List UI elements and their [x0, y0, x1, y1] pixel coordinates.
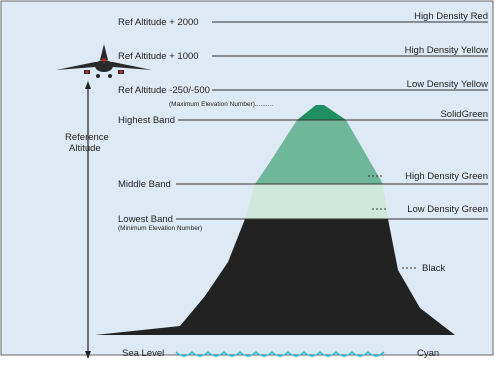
terrain-low-density-green-region	[245, 184, 388, 219]
legend-high-density-yellow: High Density Yellow	[405, 45, 489, 56]
label-ref-minus-250-500: Ref Altitude -250/-500	[118, 85, 210, 96]
terrain-solid-green-peak	[297, 105, 346, 120]
label-sea-level: Sea Level	[122, 348, 164, 359]
label-reference: Reference	[65, 132, 109, 143]
legend-solid-green: SolidGreen	[440, 109, 488, 120]
label-ref-plus-2000: Ref Altitude + 2000	[118, 17, 199, 28]
airplane-icon	[56, 44, 152, 78]
legend-low-density-green: Low Density Green	[407, 204, 488, 215]
label-lowest-band: Lowest Band	[118, 214, 173, 225]
arrow-head-up	[85, 81, 91, 89]
label-min-elevation: (Minimum Elevation Number)	[118, 225, 202, 232]
label-ref-plus-1000: Ref Altitude + 1000	[118, 51, 199, 62]
legend-cyan: Cyan	[417, 348, 439, 359]
terrain-black-region	[95, 219, 455, 335]
legend-low-density-yellow: Low Density Yellow	[407, 79, 488, 90]
legend-high-density-red: High Density Red	[414, 11, 488, 22]
sea-waves-icon	[175, 350, 385, 357]
label-altitude: Altitude	[69, 143, 101, 154]
label-middle-band: Middle Band	[118, 179, 171, 190]
legend-black: Black	[422, 263, 445, 274]
label-max-elevation: (Maximum Elevation Number)..........	[169, 101, 273, 108]
legend-high-density-green: High Density Green	[405, 171, 488, 182]
arrow-head-down	[85, 351, 91, 359]
label-highest-band: Highest Band	[118, 115, 175, 126]
terrain-high-density-green-region	[255, 120, 383, 184]
